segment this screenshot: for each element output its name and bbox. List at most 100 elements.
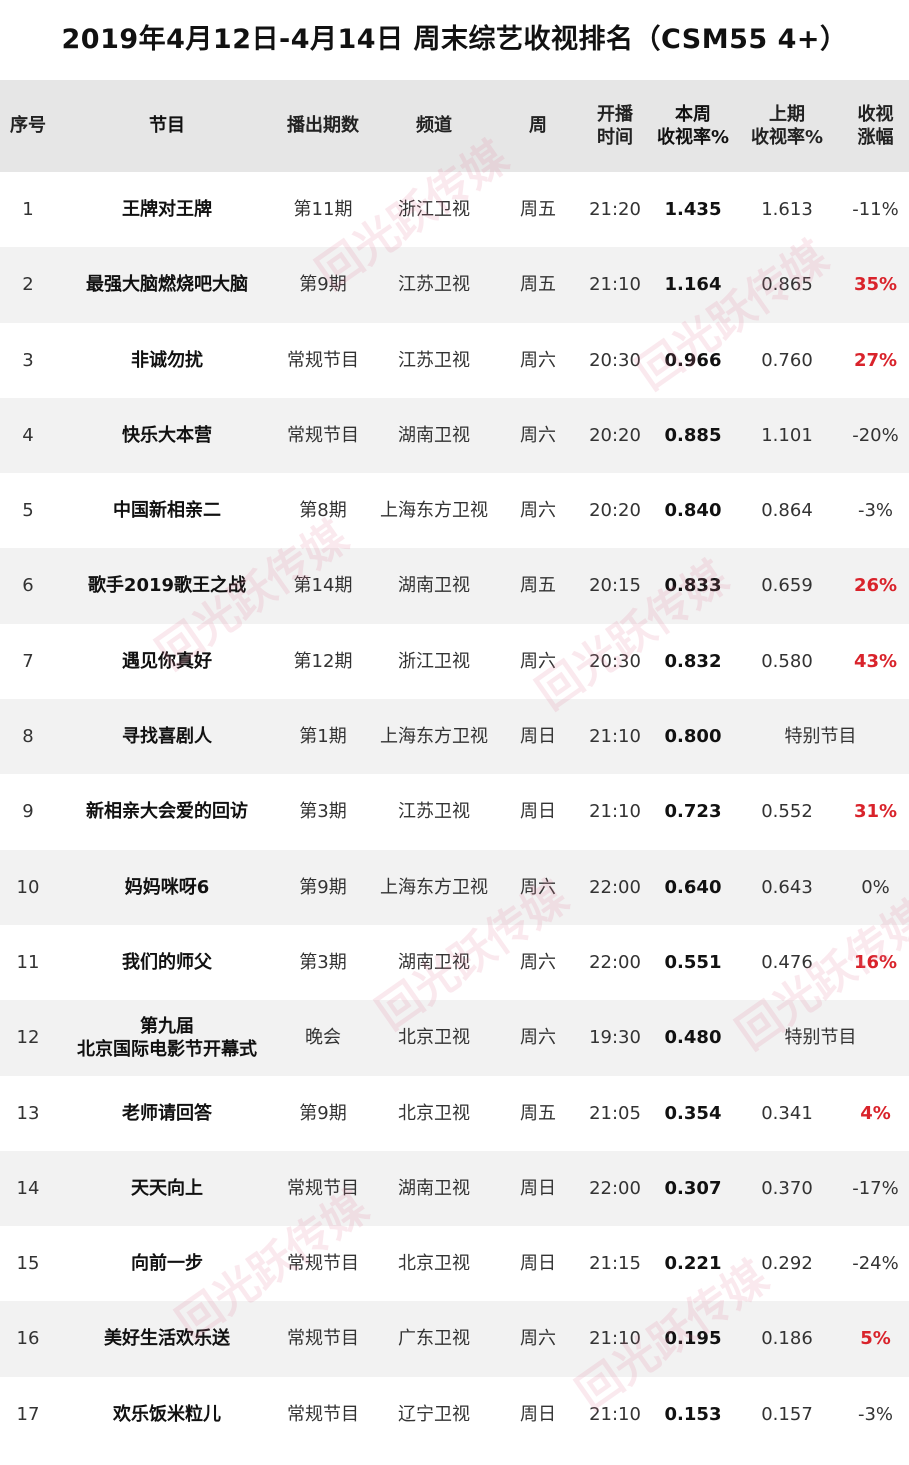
row-this-week: 0.153 <box>664 1403 722 1425</box>
header-time-line1: 开播 <box>597 103 633 125</box>
row-this-week: 0.551 <box>664 951 722 973</box>
row-last: 0.370 <box>761 1177 813 1199</box>
row-channel: 江苏卫视 <box>398 349 470 371</box>
row-day: 周六 <box>520 424 556 446</box>
row-index: 9 <box>22 801 34 823</box>
header-episode: 播出期数 <box>287 115 359 137</box>
table-row: 7 遇见你真好 第12期 浙江卫视 周六 20:30 0.832 0.580 43% <box>0 623 909 700</box>
row-channel: 上海东方卫视 <box>380 500 488 522</box>
row-change: 0% <box>861 876 890 898</box>
row-this-week: 0.640 <box>664 876 722 898</box>
header-time-line2: 时间 <box>597 127 633 148</box>
row-program: 快乐大本营 <box>122 424 212 446</box>
header-day: 周 <box>529 115 547 137</box>
row-day: 周六 <box>520 951 556 973</box>
row-index: 3 <box>22 349 34 371</box>
row-day: 周六 <box>520 500 556 522</box>
header-last-line2: 收视率% <box>750 127 824 148</box>
row-episode: 第8期 <box>299 500 347 522</box>
row-index: 2 <box>22 274 34 296</box>
row-time: 21:20 <box>589 198 641 220</box>
row-program: 向前一步 <box>131 1253 203 1275</box>
row-this-week: 0.832 <box>664 650 722 672</box>
row-program-line1: 第九届 <box>140 1015 194 1037</box>
row-day: 周日 <box>520 801 556 823</box>
row-change: 27% <box>853 349 898 371</box>
row-this-week: 1.435 <box>664 198 722 220</box>
row-channel: 浙江卫视 <box>398 198 470 220</box>
row-index: 11 <box>16 951 40 973</box>
row-index: 12 <box>16 1027 40 1049</box>
header-change: 收视 涨幅 <box>842 103 909 150</box>
row-last: 0.659 <box>761 575 813 597</box>
row-special: 特别节目 <box>784 1027 857 1049</box>
header-last: 上期 收视率% <box>732 103 842 150</box>
table-row: 9 新相亲大会爱的回访 第3期 江苏卫视 周日 21:10 0.723 0.552 31% <box>0 774 909 850</box>
row-program: 第九届 北京国际电影节开幕式 <box>56 1015 278 1062</box>
table-row: 12 第九届 北京国际电影节开幕式 晚会 北京卫视 周六 19:30 0.480 特别节目 <box>0 1000 909 1076</box>
row-last: 0.476 <box>761 951 813 973</box>
row-last: 1.613 <box>761 198 813 220</box>
table-header: 序号 节目 播出期数 频道 周 开播 时间 本周 收视率% 上期 收视率% 收视… <box>0 80 909 172</box>
row-program: 寻找喜剧人 <box>122 726 212 748</box>
row-last: 0.865 <box>761 274 813 296</box>
row-this-week: 0.307 <box>664 1177 722 1199</box>
ratings-table: 序号 节目 播出期数 频道 周 开播 时间 本周 收视率% 上期 收视率% 收视… <box>0 80 909 1453</box>
row-change: 35% <box>853 274 898 296</box>
row-last: 0.552 <box>761 801 813 823</box>
row-change: -3% <box>857 500 894 522</box>
table-row: 2 最强大脑燃烧吧大脑 第9期 江苏卫视 周五 21:10 1.164 0.865 35% <box>0 247 909 323</box>
header-this-line2: 收视率% <box>656 127 730 148</box>
table-row: 5 中国新相亲二 第8期 上海东方卫视 周六 20:20 0.840 0.864 -3% <box>0 473 909 549</box>
row-program-line2: 北京国际电影节开幕式 <box>77 1038 257 1060</box>
row-index: 6 <box>22 575 34 597</box>
row-last: 0.580 <box>761 650 813 672</box>
row-program: 老师请回答 <box>122 1102 212 1124</box>
row-this-week: 0.833 <box>664 575 722 597</box>
row-time: 22:00 <box>589 1177 641 1199</box>
header-index: 序号 <box>10 115 46 137</box>
row-channel: 北京卫视 <box>398 1027 470 1049</box>
row-day: 周日 <box>520 726 556 748</box>
row-episode: 常规节目 <box>287 1328 359 1350</box>
row-change: 16% <box>853 951 898 973</box>
row-time: 21:05 <box>589 1102 641 1124</box>
row-change: 31% <box>853 801 898 823</box>
row-episode: 第9期 <box>299 1102 347 1124</box>
row-program: 新相亲大会爱的回访 <box>86 801 248 823</box>
header-channel: 频道 <box>416 115 452 137</box>
row-change: -20% <box>852 424 899 446</box>
row-change: -11% <box>852 198 899 220</box>
row-episode: 晚会 <box>305 1027 341 1049</box>
table-body: 1 王牌对王牌 第11期 浙江卫视 周五 21:20 1.435 1.613 -11% 2 最强大脑… <box>0 172 909 1453</box>
row-last: 0.864 <box>761 500 813 522</box>
row-time: 20:20 <box>589 500 641 522</box>
table-row: 16 美好生活欢乐送 常规节目 广东卫视 周六 21:10 0.195 0.186 5% <box>0 1301 909 1377</box>
row-time: 19:30 <box>589 1027 641 1049</box>
row-time: 22:00 <box>589 876 641 898</box>
row-channel: 湖南卫视 <box>398 575 470 597</box>
row-episode: 第3期 <box>299 801 347 823</box>
row-program: 天天向上 <box>131 1177 203 1199</box>
row-time: 21:10 <box>589 274 641 296</box>
row-channel: 湖南卫视 <box>398 1177 470 1199</box>
row-channel: 北京卫视 <box>398 1253 470 1275</box>
row-program: 妈妈咪呀6 <box>124 876 210 898</box>
row-index: 5 <box>22 500 34 522</box>
row-index: 15 <box>16 1253 40 1275</box>
row-this-week: 0.800 <box>664 726 722 748</box>
row-channel: 浙江卫视 <box>398 650 470 672</box>
row-program: 最强大脑燃烧吧大脑 <box>86 274 248 296</box>
table-row: 11 我们的师父 第3期 湖南卫视 周六 22:00 0.551 0.476 16% <box>0 924 909 1001</box>
row-episode: 第9期 <box>299 876 347 898</box>
row-index: 10 <box>16 876 40 898</box>
header-last-line1: 上期 <box>769 103 805 125</box>
table-row: 6 歌手2019歌王之战 第14期 湖南卫视 周五 20:15 0.833 0.659 26% <box>0 548 909 624</box>
row-day: 周五 <box>520 198 556 220</box>
row-time: 21:15 <box>589 1253 641 1275</box>
row-program: 美好生活欢乐送 <box>104 1328 230 1350</box>
row-program: 歌手2019歌王之战 <box>87 575 247 597</box>
row-day: 周五 <box>520 1102 556 1124</box>
row-episode: 常规节目 <box>287 1253 359 1275</box>
table-row: 17 欢乐饭米粒儿 常规节目 辽宁卫视 周日 21:10 0.153 0.157 -3% <box>0 1376 909 1453</box>
